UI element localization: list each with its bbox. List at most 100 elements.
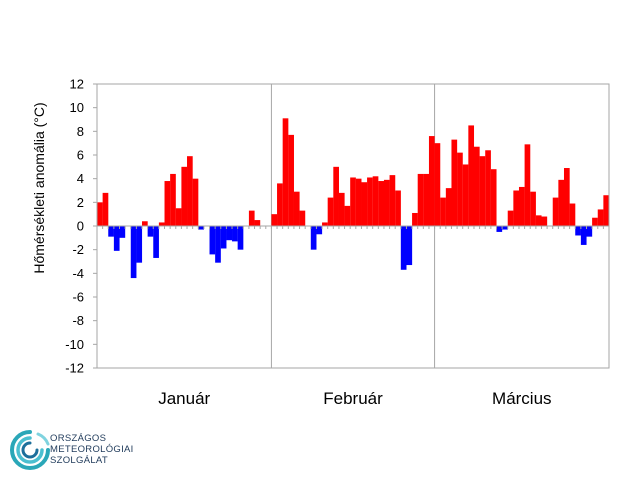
anomaly-bar	[451, 139, 458, 226]
anomaly-bar	[389, 175, 396, 226]
anomaly-bar	[541, 216, 548, 226]
anomaly-bar	[310, 226, 317, 250]
anomaly-bar	[597, 209, 604, 226]
anomaly-bar	[462, 164, 469, 226]
anomaly-bar	[552, 197, 559, 226]
y-tick-label: 2	[77, 195, 84, 210]
anomaly-bar	[586, 226, 593, 237]
anomaly-bar	[378, 181, 384, 226]
anomaly-bar	[412, 212, 418, 226]
y-tick-label: -12	[65, 361, 84, 376]
omsz-logo-text: ORSZÁGOS METEOROLÓGIAI SZOLGÁLAT	[50, 433, 134, 466]
anomaly-bar	[119, 226, 126, 238]
anomaly-bar	[361, 182, 368, 226]
anomaly-bar	[417, 173, 424, 226]
anomaly-bar	[530, 191, 536, 226]
anomaly-bar	[423, 173, 430, 226]
month-label: Február	[323, 389, 383, 408]
anomaly-bar	[97, 202, 103, 226]
anomaly-bar	[170, 173, 176, 226]
anomaly-bar	[535, 215, 542, 226]
anomaly-bar	[181, 166, 188, 226]
anomaly-bar	[175, 208, 182, 226]
anomaly-bar	[187, 156, 193, 226]
anomaly-bar	[395, 190, 401, 226]
anomaly-bar	[563, 168, 570, 226]
anomaly-bar	[130, 226, 137, 279]
anomaly-bar	[344, 205, 351, 226]
y-tick-label: 12	[70, 77, 84, 92]
anomaly-bar	[277, 183, 283, 226]
month-labels: Január Február Március	[158, 389, 551, 408]
anomaly-bar	[215, 226, 221, 263]
anomaly-bar	[108, 226, 114, 237]
y-tick-label: 0	[77, 219, 84, 234]
y-tick-label: 8	[77, 124, 84, 139]
anomaly-bar	[316, 226, 323, 235]
anomaly-bar	[518, 186, 525, 226]
anomaly-bar	[136, 226, 143, 263]
anomaly-bar	[603, 195, 610, 226]
anomaly-bar	[592, 217, 598, 226]
anomaly-bar	[232, 226, 238, 242]
anomaly-bar	[237, 226, 244, 250]
anomaly-bar	[164, 181, 171, 226]
anomaly-bar	[507, 210, 514, 226]
zero-axis	[96, 225, 610, 229]
anomaly-bar	[440, 197, 446, 226]
anomaly-bar	[496, 226, 503, 232]
y-tick-label: 10	[70, 100, 84, 115]
anomaly-bar	[288, 134, 294, 226]
anomaly-bar	[473, 146, 480, 226]
anomaly-bar	[254, 220, 261, 226]
anomaly-bar	[367, 177, 373, 226]
anomaly-bar	[513, 190, 520, 226]
anomaly-bar	[271, 214, 278, 226]
anomaly-bar	[558, 179, 565, 226]
anomaly-bar	[490, 169, 497, 226]
anomaly-bar	[485, 150, 491, 226]
anomaly-bar	[457, 152, 463, 226]
anomaly-bar	[327, 197, 334, 226]
anomaly-bar	[502, 226, 508, 230]
anomaly-bar	[479, 156, 486, 226]
anomaly-bar	[282, 118, 289, 226]
anomaly-bar	[153, 226, 159, 258]
anomaly-bar	[220, 226, 227, 249]
y-axis-label: Hőmérsékleti anomália (°C)	[31, 102, 47, 273]
anomaly-bar	[192, 178, 199, 226]
anomaly-bar	[400, 226, 407, 270]
anomaly-bar	[524, 144, 531, 226]
y-tick-label: -10	[65, 337, 84, 352]
anomaly-bar	[468, 125, 475, 226]
month-label: Január	[158, 389, 210, 408]
anomaly-bar	[445, 188, 452, 226]
y-tick-label: -2	[72, 242, 84, 257]
omsz-logo-icon	[10, 430, 50, 470]
anomaly-bar	[569, 203, 576, 226]
y-tick-label: -6	[72, 290, 84, 305]
anomaly-bar	[113, 226, 120, 251]
anomaly-bar	[355, 178, 362, 226]
month-label: Március	[492, 389, 552, 408]
logo-line-1: ORSZÁGOS	[50, 433, 107, 444]
anomaly-bar	[580, 226, 587, 245]
anomaly-bar	[299, 210, 306, 226]
anomaly-bar	[406, 226, 413, 266]
anomaly-bar	[158, 222, 165, 226]
anomaly-bar	[383, 179, 390, 226]
anomaly-bar	[350, 177, 356, 226]
y-tick-label: -8	[72, 313, 84, 328]
anomaly-bar	[434, 143, 441, 226]
anomaly-bar	[102, 192, 109, 226]
y-tick-label: 6	[77, 148, 84, 163]
anomaly-bar	[338, 192, 345, 226]
anomaly-bar	[248, 210, 255, 226]
anomaly-bar	[209, 226, 216, 255]
anomaly-bar	[226, 226, 233, 241]
anomaly-bar	[575, 226, 581, 236]
y-axis-ticks: 12 10 8 6 4 2 0 -2 -4 -6 -8 -10 -12	[65, 77, 97, 376]
anomaly-bars	[97, 118, 610, 279]
anomaly-bar	[147, 226, 154, 237]
